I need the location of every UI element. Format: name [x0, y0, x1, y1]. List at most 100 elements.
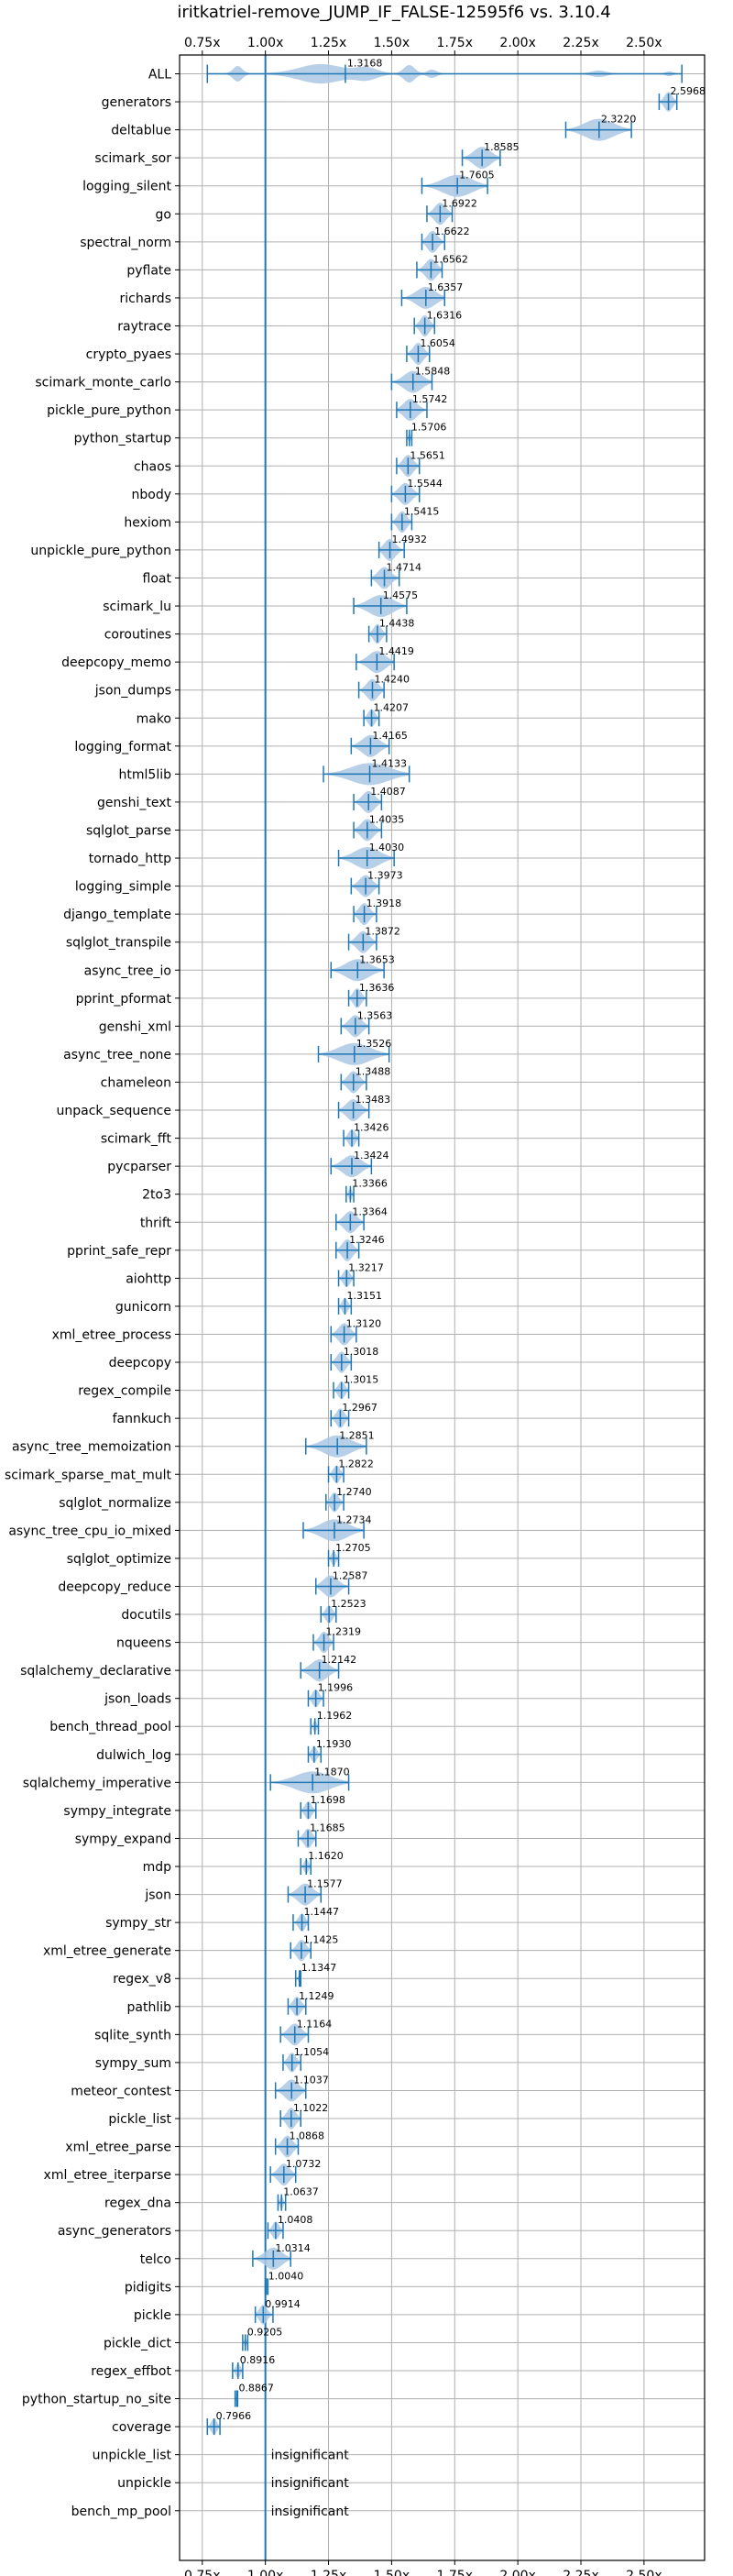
mean-value-label: 1.3015: [344, 1374, 379, 1386]
benchmark-label: bench_thread_pool: [49, 1720, 171, 1734]
benchmark-label: pprint_safe_repr: [67, 1244, 171, 1259]
benchmark-label: sqlglot_parse: [86, 823, 171, 838]
mean-value-label: 1.5848: [415, 366, 451, 378]
benchmark-label: sympy_expand: [75, 1832, 171, 1846]
benchmark-label: pycparser: [107, 1160, 171, 1174]
benchmark-label: mako: [137, 711, 171, 726]
insignificant-label: insignificant: [271, 2476, 350, 2491]
benchmark-label: pickle_list: [108, 2112, 171, 2127]
mean-value-label: 1.3563: [357, 1009, 393, 1021]
insignificant-label: insignificant: [271, 2504, 350, 2519]
benchmark-label: 2to3: [142, 1188, 171, 1203]
benchmark-label: async_tree_io: [84, 963, 171, 978]
violin-layer: [206, 55, 683, 2560]
mean-value-label: 0.7966: [216, 2410, 252, 2422]
mean-value-label: 1.3872: [365, 926, 400, 938]
benchmark-label: pathlib: [127, 2000, 172, 2015]
benchmark-label: regex_v8: [113, 1972, 171, 1987]
mean-value-label: 2.5968: [671, 85, 706, 97]
mean-value-label: 1.2851: [339, 1430, 375, 1442]
benchmark-label: fannkuch: [113, 1412, 171, 1426]
mean-value-label: 1.3151: [346, 1290, 382, 1302]
benchmark-label: async_tree_none: [63, 1048, 171, 1062]
mean-value-label: 1.5742: [412, 393, 448, 405]
mean-value-label: 1.0732: [286, 2158, 322, 2170]
x-tick-label-bottom: 0.75x: [184, 2569, 220, 2576]
mean-value-label: 1.3653: [359, 953, 395, 965]
benchmark-label: xml_etree_iterparse: [44, 2168, 171, 2183]
x-tick-label-bottom: 2.50x: [626, 2569, 662, 2576]
mean-value-label: 1.4932: [392, 534, 428, 545]
benchmark-label: deepcopy: [109, 1356, 171, 1371]
mean-value-label: 1.1347: [301, 1962, 337, 1974]
mean-value-label: 1.1164: [297, 2018, 333, 2030]
mean-value-label: 1.1037: [293, 2074, 329, 2086]
benchmark-label: deepcopy_memo: [61, 655, 171, 670]
benchmark-label: html5lib: [119, 767, 172, 782]
benchmark-label: float: [143, 571, 172, 586]
mean-value-label: 1.6922: [442, 197, 477, 209]
benchmark-label: sympy_sum: [95, 2056, 171, 2071]
x-tick-label-bottom: 1.75x: [437, 2569, 473, 2576]
mean-value-label: 1.4133: [372, 757, 408, 769]
benchmark-label: regex_effbot: [91, 2364, 171, 2379]
benchmark-label: sqlalchemy_declarative: [20, 1664, 171, 1679]
mean-value-label: 1.3918: [366, 897, 402, 909]
mean-value-label: 0.8916: [240, 2354, 276, 2366]
benchmark-label: deltablue: [111, 124, 171, 138]
benchmark-label: sqlglot_transpile: [66, 936, 171, 951]
mean-value-label: 1.5651: [410, 449, 445, 461]
mean-value-label: 1.4207: [374, 701, 410, 713]
mean-value-label: 1.6054: [420, 337, 455, 349]
mean-value-label: 0.8867: [238, 2383, 274, 2394]
benchmark-label: logging_silent: [82, 180, 171, 194]
benchmark-label: sympy_str: [105, 1916, 171, 1931]
mean-value-label: 1.4087: [370, 786, 406, 798]
benchmark-label: async_generators: [58, 2224, 171, 2239]
benchmark-label: chaos: [134, 459, 171, 474]
benchmark-label: gunicorn: [115, 1300, 171, 1315]
mean-value-label: 1.1447: [304, 1906, 340, 1918]
benchmark-label: regex_compile: [78, 1384, 171, 1399]
mean-value-label: 1.3424: [354, 1150, 389, 1161]
benchmark-label: telco: [140, 2252, 171, 2267]
mean-value-label: 1.1685: [310, 1822, 345, 1833]
mean-value-label: 1.2523: [331, 1598, 366, 1610]
mean-value-label: 1.1249: [299, 1990, 334, 2002]
mean-value-label: 1.1054: [294, 2046, 330, 2058]
insignificant-label: insignificant: [271, 2449, 350, 2463]
benchmark-label: async_tree_memoization: [12, 1440, 171, 1455]
benchmark-label: python_startup_no_site: [22, 2393, 171, 2407]
mean-value-label: 1.3168: [347, 58, 383, 70]
benchmark-label: coverage: [112, 2420, 171, 2435]
x-tick-label-bottom: 1.25x: [311, 2569, 346, 2576]
mean-value-label: 1.4030: [369, 842, 405, 853]
benchmark-label: sqlalchemy_imperative: [23, 1776, 171, 1790]
benchmark-label: genshi_xml: [99, 1019, 171, 1034]
mean-value-label: 1.3217: [348, 1261, 384, 1273]
benchmark-label: genshi_text: [97, 796, 172, 810]
mean-value-label: 1.4240: [374, 674, 410, 686]
benchmark-label: meteor_contest: [71, 2084, 171, 2098]
mean-value-label: 1.0637: [283, 2186, 319, 2198]
mean-value-label: 1.3973: [367, 870, 403, 882]
benchmark-label: sympy_integrate: [63, 1804, 171, 1819]
benchmark-label: xml_etree_parse: [65, 2141, 171, 2155]
mean-value-label: 1.1996: [318, 1682, 354, 1694]
benchmark-label: pickle_pure_python: [47, 403, 171, 418]
x-tick-label-bottom: 1.50x: [374, 2569, 410, 2576]
benchmark-label: unpickle_list: [93, 2449, 172, 2463]
x-tick-label-top: 1.50x: [374, 36, 410, 50]
mean-value-label: 1.4165: [372, 730, 408, 742]
mean-value-label: 1.2142: [322, 1654, 357, 1666]
mean-value-label: 1.8585: [484, 141, 520, 153]
benchmark-label: bench_mp_pool: [71, 2504, 171, 2519]
mean-value-label: 1.3366: [352, 1178, 388, 1190]
benchmark-label: tornado_http: [89, 852, 171, 866]
mean-value-label: 1.7605: [459, 170, 495, 182]
mean-value-label: 1.1870: [314, 1766, 350, 1778]
benchmark-label: scimark_sparse_mat_mult: [5, 1468, 171, 1482]
x-tick-label-top: 0.75x: [184, 36, 220, 50]
benchmark-label: python_startup: [74, 432, 171, 446]
